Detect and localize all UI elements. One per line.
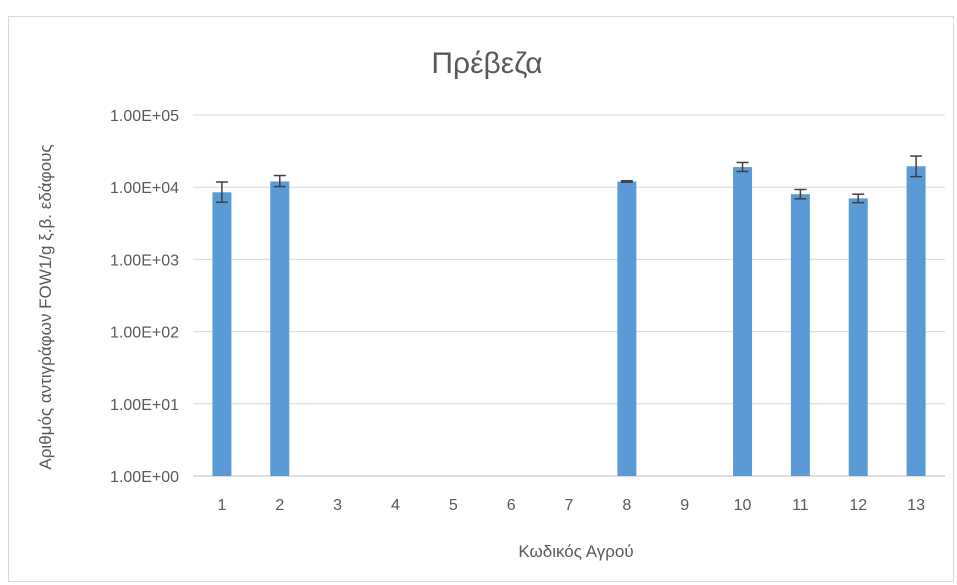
x-tick-label: 2 — [275, 497, 284, 514]
x-tick-label: 5 — [449, 497, 458, 514]
bar — [212, 192, 232, 476]
chart-area: 1.00E+00 1.00E+01 1.00E+02 1.00E+03 1.00E+04… — [8, 16, 954, 582]
x-tick-label: 6 — [507, 497, 516, 514]
x-tick-label: 8 — [622, 497, 631, 514]
error-bar — [794, 188, 807, 200]
y-tick-labels: 1.00E+00 1.00E+01 1.00E+02 1.00E+03 1.00E+04… — [110, 108, 179, 486]
y-tick-label: 1.00E+04 — [110, 180, 179, 197]
x-tick-label: 4 — [391, 497, 400, 514]
error-bar — [273, 174, 286, 188]
x-tick-label: 10 — [734, 497, 752, 514]
y-tick-label: 1.00E+05 — [110, 108, 179, 125]
bar — [790, 194, 810, 476]
bar — [906, 166, 926, 476]
x-tick-label: 7 — [565, 497, 574, 514]
y-tick-label: 1.00E+02 — [110, 325, 179, 342]
x-tick-label: 1 — [217, 497, 226, 514]
error-bar — [736, 161, 749, 173]
chart-title: Πρέβεζα — [431, 47, 542, 80]
y-axis-title: Αριθμός αντιγράφων FOW1/g ξ.β. εδάφους — [36, 144, 55, 469]
error-bar — [910, 155, 923, 178]
y-tick-label: 1.00E+03 — [110, 252, 179, 269]
error-bars — [215, 155, 923, 204]
x-axis-title: Κωδικός Αγρού — [518, 542, 633, 561]
bar — [617, 181, 637, 477]
x-tick-label: 13 — [907, 497, 925, 514]
bar — [733, 167, 753, 477]
x-tick-label: 12 — [849, 497, 867, 514]
y-tick-label: 1.00E+00 — [110, 469, 179, 486]
x-tick-label: 11 — [792, 497, 809, 514]
error-bar — [215, 181, 228, 203]
error-bar — [852, 193, 865, 204]
x-tick-label: 3 — [333, 497, 342, 514]
x-tick-labels: 1 2 3 4 5 6 7 8 9 10 11 12 13 — [217, 497, 925, 514]
y-tick-label: 1.00E+01 — [110, 397, 179, 414]
error-bar — [620, 179, 633, 184]
bars — [212, 166, 926, 477]
bar — [848, 198, 868, 477]
chart-svg: 1.00E+00 1.00E+01 1.00E+02 1.00E+03 1.00E+04… — [36, 47, 945, 561]
x-tick-label: 9 — [680, 497, 689, 514]
bar — [270, 181, 290, 477]
gridlines — [193, 114, 945, 477]
